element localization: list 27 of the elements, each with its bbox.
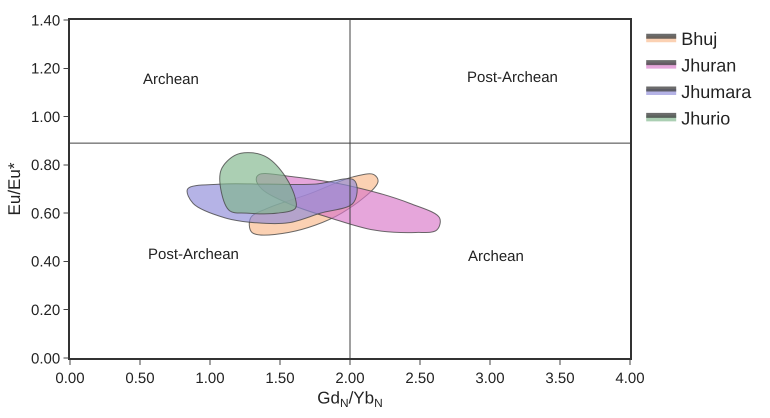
annotation: Post-Archean <box>467 69 558 86</box>
y-tick-label: 0.60 <box>31 205 60 222</box>
x-tick-label: 1.00 <box>195 370 225 387</box>
x-axis-title: Gd$_{N}$/Yb$_{N}$ <box>317 388 383 410</box>
x-tick-label: 2.00 <box>335 370 365 387</box>
x-tick-label: 0.00 <box>55 370 85 387</box>
y-tick-label: 1.40 <box>31 12 60 30</box>
legend-label: Jhuran <box>681 56 736 76</box>
y-axis-title: Eu/Eu* <box>5 162 24 216</box>
y-tick-label: 1.20 <box>31 60 60 78</box>
legend-label: Bhuj <box>681 29 718 50</box>
legend-label: Jhurio <box>681 108 730 128</box>
x-tick-label: 2.50 <box>405 370 435 387</box>
y-tick-label: 0.40 <box>31 254 60 271</box>
x-tick-label: 3.50 <box>545 370 575 387</box>
x-tick-label: 4.00 <box>615 370 645 387</box>
annotation: Archean <box>143 71 199 88</box>
x-tick-label: 3.00 <box>475 370 505 387</box>
y-tick-label: 1.00 <box>31 108 60 126</box>
y-tick-label: 0.00 <box>31 350 60 368</box>
x-tick-label: 1.50 <box>265 370 295 387</box>
annotation: Archean <box>468 248 524 265</box>
y-tick-label: 0.20 <box>31 302 60 319</box>
annotation: Post-Archean <box>148 246 239 263</box>
legend-label: Jhumara <box>681 82 752 102</box>
x-tick-label: 0.50 <box>125 370 155 387</box>
y-tick-label: 0.80 <box>31 157 60 174</box>
